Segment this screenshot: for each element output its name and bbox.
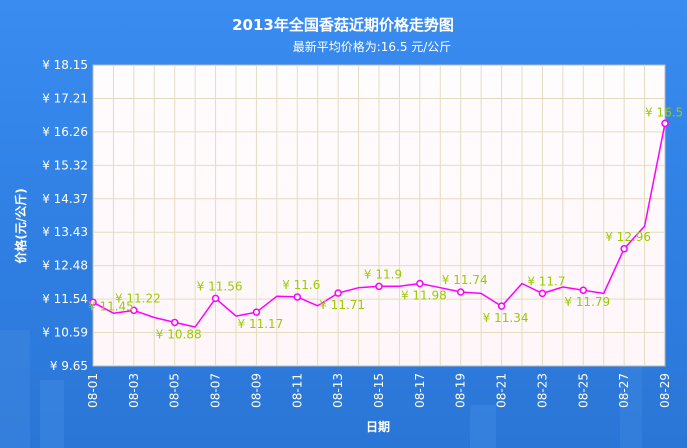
y-tick-label: ¥ 10.59 bbox=[42, 326, 88, 340]
x-tick-label: 08-11 bbox=[290, 373, 304, 408]
y-tick-label: ¥ 11.54 bbox=[42, 292, 88, 306]
data-label: ¥ 11.22 bbox=[115, 291, 161, 305]
data-point bbox=[416, 279, 424, 288]
x-tick-label: 08-15 bbox=[372, 373, 386, 408]
data-point bbox=[170, 318, 179, 327]
data-point bbox=[334, 289, 342, 297]
data-label: ¥ 11.17 bbox=[238, 317, 284, 331]
x-tick-label: 08-29 bbox=[658, 373, 672, 408]
data-point bbox=[538, 289, 547, 298]
x-tick-label: 08-13 bbox=[331, 373, 345, 408]
data-point bbox=[661, 119, 669, 128]
data-label: ¥ 11.79 bbox=[564, 295, 610, 309]
y-tick-label: ¥ 13.43 bbox=[42, 225, 88, 239]
x-tick-label: 08-09 bbox=[249, 373, 263, 408]
chart-title: 2013年全国香菇近期价格走势图 bbox=[232, 16, 454, 34]
y-axis-ticks: ¥ 18.15 ¥ 17.21 ¥ 16.26 ¥ 15.32 ¥ 14.37 ¥ 13.… bbox=[42, 58, 88, 373]
y-tick-label: ¥ 16.26 bbox=[42, 125, 88, 139]
data-point bbox=[293, 293, 302, 301]
data-label: ¥ 11.34 bbox=[483, 311, 529, 325]
data-point bbox=[579, 286, 588, 294]
chart-subtitle: 最新平均价格为:16.5 元/公斤 bbox=[293, 39, 452, 54]
x-tick-label: 08-25 bbox=[576, 373, 590, 408]
x-tick-label: 08-03 bbox=[127, 373, 141, 408]
data-label: ¥ 11.71 bbox=[319, 298, 365, 312]
data-point bbox=[252, 308, 261, 316]
data-label: ¥ 16.5 bbox=[645, 105, 683, 119]
x-tick-label: 08-17 bbox=[413, 373, 427, 408]
data-label: ¥ 11.98 bbox=[401, 288, 447, 302]
series-markers bbox=[89, 119, 669, 327]
x-tick-label: 08-23 bbox=[535, 373, 549, 408]
data-label: ¥ 12.96 bbox=[605, 230, 651, 244]
y-tick-label: ¥ 14.37 bbox=[42, 192, 88, 206]
data-point bbox=[130, 306, 138, 315]
x-tick-label: 08-05 bbox=[168, 373, 182, 408]
data-label: ¥ 11.6 bbox=[282, 278, 320, 292]
x-tick-label: 08-27 bbox=[617, 373, 631, 408]
x-tick-label: 08-21 bbox=[495, 373, 509, 408]
data-label: ¥ 10.88 bbox=[156, 327, 202, 341]
x-tick-label: 08-07 bbox=[209, 373, 223, 408]
y-tick-label: ¥ 15.32 bbox=[42, 158, 88, 172]
data-label: ¥ 11.45 bbox=[88, 299, 134, 313]
gridlines bbox=[93, 65, 665, 366]
data-point bbox=[620, 245, 628, 253]
data-point bbox=[211, 294, 220, 303]
data-label: ¥ 11.9 bbox=[364, 267, 402, 281]
y-tick-label: ¥ 17.21 bbox=[42, 91, 88, 105]
y-axis-label: 价格(元/公斤) bbox=[13, 188, 28, 263]
data-labels: ¥ 11.45¥ 11.22 ¥ 10.88 ¥ 11.56 ¥ 11.17 ¥ 11.… bbox=[88, 105, 683, 341]
data-label: ¥ 11.7 bbox=[527, 274, 565, 288]
data-point bbox=[456, 288, 465, 296]
x-tick-label: 08-01 bbox=[86, 373, 100, 408]
x-axis-label: 日期 bbox=[366, 419, 390, 434]
data-point bbox=[497, 302, 506, 310]
x-tick-label: 08-19 bbox=[454, 373, 468, 408]
y-tick-label: ¥ 9.65 bbox=[50, 359, 88, 373]
y-tick-label: ¥ 18.15 bbox=[42, 58, 88, 72]
data-label: ¥ 11.74 bbox=[442, 273, 488, 287]
data-point bbox=[89, 298, 97, 307]
x-axis-ticks: 08-01 08-03 08-05 08-07 08-09 08-11 08-13 08-15… bbox=[86, 373, 672, 408]
data-point bbox=[375, 282, 383, 291]
y-tick-label: ¥ 12.48 bbox=[42, 259, 88, 273]
background-decoration bbox=[0, 330, 642, 448]
data-label: ¥ 11.56 bbox=[197, 279, 243, 293]
